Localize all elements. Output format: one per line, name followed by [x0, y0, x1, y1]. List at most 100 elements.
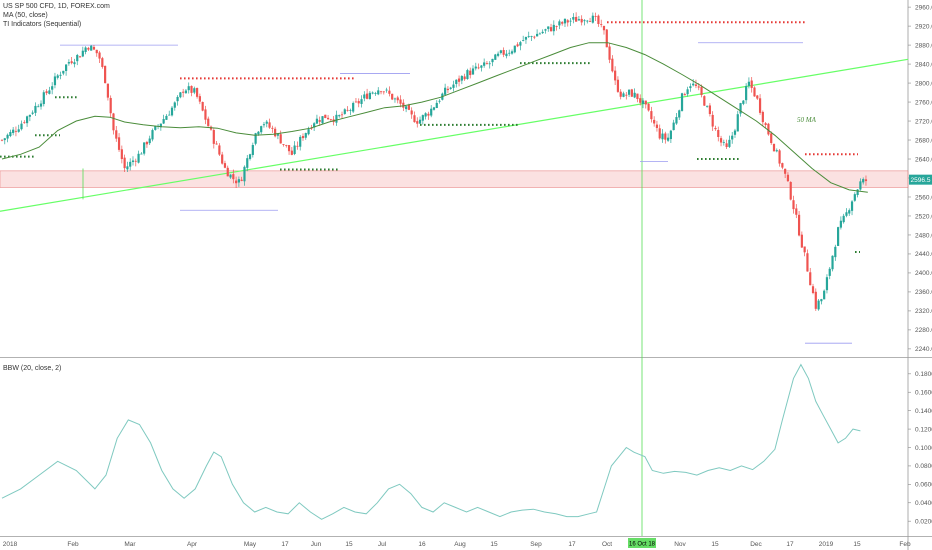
candle-body: [575, 16, 578, 22]
candle-body: [466, 70, 469, 80]
candle-body: [683, 94, 686, 96]
candle-body: [792, 200, 795, 210]
candle-body: [778, 150, 781, 164]
candle-body: [524, 36, 528, 40]
candle-body: [449, 87, 452, 89]
candle-body: [859, 181, 862, 190]
candle-body: [134, 160, 137, 162]
candle-body: [474, 66, 477, 69]
candle-body: [864, 179, 868, 182]
candle-body: [131, 160, 135, 163]
candle-body: [761, 111, 764, 123]
candle-body: [246, 158, 249, 168]
candle-body: [728, 139, 731, 147]
candle-body: [368, 92, 371, 100]
candle-body: [20, 123, 23, 130]
candle-body: [0, 139, 4, 141]
candle-body: [719, 138, 723, 143]
candle-body: [421, 115, 424, 121]
candle-body: [324, 114, 327, 119]
candle-body: [611, 58, 614, 72]
candle-body: [516, 44, 519, 47]
candle-body: [555, 26, 558, 27]
candle-body: [566, 20, 569, 23]
price-tick-label: 2440.0: [915, 251, 932, 258]
candle-body: [374, 93, 377, 94]
candle-body: [104, 65, 107, 84]
candle-body: [98, 52, 101, 59]
legend-ti[interactable]: TI Indicators (Sequential): [3, 21, 82, 28]
time-tick-label: Apr: [187, 541, 198, 548]
candle-body: [352, 102, 355, 112]
candle-body: [711, 114, 714, 127]
candle-body: [34, 105, 37, 113]
candle-body: [190, 85, 193, 93]
candle-body: [733, 130, 737, 135]
candle-body: [92, 46, 96, 50]
candle-body: [223, 163, 227, 168]
candle-body: [625, 94, 628, 96]
last-price-badge: [909, 174, 932, 185]
candle-body: [304, 133, 307, 138]
candle-body: [739, 103, 742, 114]
candle-body: [800, 234, 803, 248]
legend-symbol[interactable]: US SP 500 CFD, 1D, FOREX.com: [3, 3, 110, 10]
candle-body: [455, 79, 458, 85]
candle-body: [591, 15, 594, 23]
price-tick-label: 2920.0: [915, 23, 932, 30]
candle-body: [151, 130, 154, 140]
candle-body: [569, 20, 572, 22]
candle-body: [814, 291, 817, 309]
legend-ma[interactable]: MA (50, close): [3, 12, 48, 19]
candle-body: [25, 116, 29, 124]
bbw-line: [1, 363, 861, 520]
candle-body: [145, 141, 149, 145]
candle-body: [346, 109, 349, 111]
candle-body: [488, 63, 491, 65]
candle-body: [831, 255, 834, 270]
price-tick-label: 2640.0: [915, 156, 932, 163]
candle-body: [31, 112, 34, 114]
candle-body: [496, 53, 500, 56]
candle-body: [262, 124, 266, 126]
candle-body: [101, 58, 104, 67]
candle-body: [731, 135, 734, 140]
candle-body: [586, 20, 589, 22]
candle-body: [614, 70, 617, 81]
candle-body: [483, 62, 486, 66]
candle-body: [446, 88, 450, 91]
candle-body: [274, 128, 277, 137]
legend-bbw-label[interactable]: BBW (20, close, 2): [3, 365, 62, 372]
price-tick-label: 2320.0: [915, 308, 932, 315]
time-tick-label: Mar: [124, 541, 136, 548]
candle-body: [457, 78, 461, 82]
candle-body: [619, 91, 622, 97]
candle-body: [714, 127, 717, 130]
candle-body: [828, 268, 831, 276]
candle-body: [215, 143, 218, 145]
time-tick-label: 17: [568, 541, 576, 548]
candle-body: [513, 45, 516, 53]
candle-body: [717, 130, 720, 137]
candle-body: [547, 26, 550, 29]
price-tick-label: 2400.0: [915, 270, 932, 277]
time-tick-label: 15: [711, 541, 719, 548]
candle-body: [39, 103, 43, 107]
price-tick-label: 2680.0: [915, 137, 932, 144]
price-tick-label: 2960.0: [915, 4, 932, 11]
candle-body: [817, 300, 820, 310]
time-tick-label: Dec: [750, 541, 762, 548]
candle-body: [460, 76, 463, 81]
candle-body: [148, 138, 151, 144]
price-tick-label: 2520.0: [915, 213, 932, 220]
candle-body: [680, 93, 684, 111]
candle-body: [382, 91, 385, 93]
candle-body: [9, 132, 12, 137]
candle-body: [558, 21, 561, 26]
candle-body: [418, 119, 422, 124]
